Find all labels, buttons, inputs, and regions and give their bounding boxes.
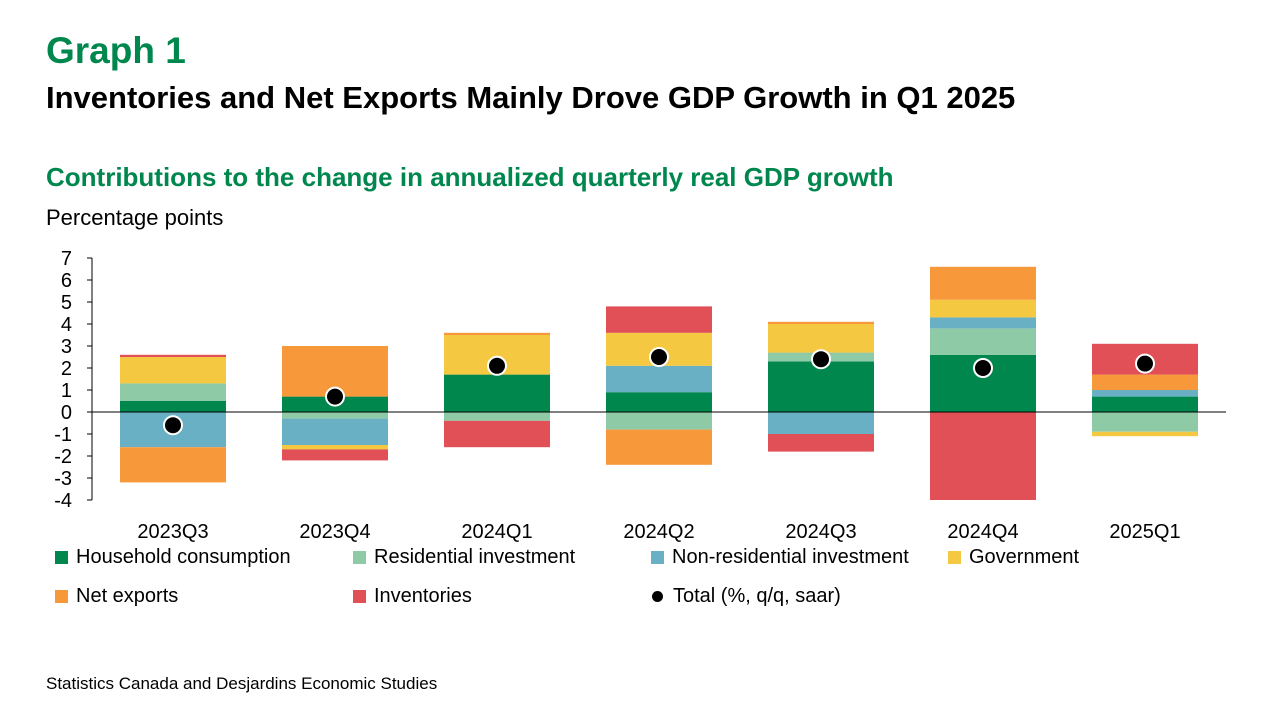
- page-title: Inventories and Net Exports Mainly Drove…: [46, 80, 1016, 115]
- legend-label: Inventories: [374, 585, 472, 607]
- x-tick-label: 2023Q3: [137, 521, 208, 543]
- bar-segment-residential-investment: [120, 383, 226, 401]
- y-tick-label: 1: [61, 380, 72, 402]
- legend-item-government: Government: [948, 546, 1079, 569]
- x-tick-label: 2024Q1: [461, 521, 532, 543]
- legend-swatch: [353, 551, 366, 564]
- graph-number: Graph 1: [46, 30, 186, 71]
- x-tick-label: 2024Q4: [947, 521, 1018, 543]
- legend-item-non-residential-investment: Non-residential investment: [651, 546, 909, 569]
- x-tick-label: 2024Q3: [785, 521, 856, 543]
- bar-segment-government: [282, 445, 388, 450]
- bar-segment-net-exports: [444, 332, 550, 335]
- total-dot: [649, 347, 669, 367]
- bar-segment-inventories: [768, 434, 874, 452]
- legend-label: Net exports: [76, 585, 179, 607]
- bar-segment-household-consumption: [1092, 396, 1198, 412]
- bar-segment-inventories: [606, 306, 712, 333]
- bar-segment-net-exports: [120, 447, 226, 483]
- legend-swatch: [948, 551, 961, 564]
- total-dot: [811, 349, 831, 370]
- legend-label: Non-residential investment: [672, 546, 909, 568]
- bar-segment-non-residential-investment: [930, 317, 1036, 329]
- bar-segment-non-residential-investment: [768, 412, 874, 434]
- legend-swatch: [55, 551, 68, 564]
- y-tick-label: 5: [61, 292, 72, 314]
- total-dot: [1135, 353, 1155, 374]
- legend-swatch: [353, 590, 366, 603]
- bar-segment-household-consumption: [606, 392, 712, 412]
- bar-segment-household-consumption: [120, 401, 226, 412]
- y-tick-label: -1: [54, 424, 72, 446]
- bar-segment-inventories: [282, 449, 388, 461]
- x-tick-label: 2025Q1: [1109, 521, 1180, 543]
- y-tick-label: 0: [61, 402, 72, 424]
- bar-segment-residential-investment: [606, 412, 712, 430]
- legend-label: Total (%, q/q, saar): [673, 585, 841, 607]
- bar-segment-residential-investment: [444, 412, 550, 421]
- bar-segment-net-exports: [1092, 374, 1198, 390]
- legend-item-inventories: Inventories: [353, 585, 472, 608]
- bar-segment-net-exports: [606, 429, 712, 465]
- y-tick-label: -3: [54, 468, 72, 490]
- bar-segment-household-consumption: [768, 361, 874, 412]
- y-tick-label: 2: [61, 358, 72, 380]
- bar-segment-inventories: [930, 412, 1036, 500]
- source-note: Statistics Canada and Desjardins Economi…: [46, 674, 438, 693]
- y-tick-label: 7: [61, 248, 72, 270]
- bar-segment-non-residential-investment: [1092, 390, 1198, 397]
- y-tick-label: -4: [54, 490, 72, 512]
- y-tick-label: 3: [61, 336, 72, 358]
- chart-title: Contributions to the change in annualize…: [46, 162, 894, 192]
- x-tick-label: 2023Q4: [299, 521, 370, 543]
- legend-item-household-consumption: Household consumption: [55, 546, 291, 569]
- legend-swatch: [651, 551, 664, 564]
- bar-segment-government: [1092, 431, 1198, 437]
- bar-segment-residential-investment: [282, 412, 388, 419]
- legend-item-net-exports: Net exports: [55, 585, 178, 608]
- y-tick-label: 6: [61, 270, 72, 292]
- bar-segment-residential-investment: [930, 328, 1036, 355]
- bar-segment-government: [930, 299, 1036, 318]
- total-dot: [973, 358, 993, 378]
- y-axis-label: Percentage points: [46, 205, 224, 230]
- legend-item-total: Total (%, q/q, saar): [651, 585, 841, 608]
- y-tick-label: 4: [61, 314, 72, 336]
- legend-label: Household consumption: [76, 546, 291, 568]
- total-dot: [163, 415, 183, 436]
- legend-label: Government: [969, 546, 1080, 568]
- legend-item-residential-investment: Residential investment: [353, 546, 575, 569]
- legend-label: Residential investment: [374, 546, 576, 568]
- total-dot: [487, 355, 507, 376]
- legend-dot-marker: [652, 591, 663, 602]
- y-tick-label: -2: [54, 446, 72, 468]
- bar-segment-inventories: [444, 420, 550, 448]
- bar-segment-net-exports: [930, 266, 1036, 300]
- bar-segment-household-consumption: [444, 374, 550, 412]
- bar-segment-non-residential-investment: [282, 418, 388, 445]
- legend-swatch: [55, 590, 68, 603]
- bar-segment-government: [768, 324, 874, 353]
- bar-segment-residential-investment: [1092, 412, 1198, 432]
- bar-segment-inventories: [120, 354, 226, 357]
- total-dot: [325, 386, 345, 407]
- bar-segment-non-residential-investment: [606, 365, 712, 393]
- x-tick-label: 2024Q2: [623, 521, 694, 543]
- bar-segment-government: [120, 357, 226, 384]
- bar-segment-net-exports: [768, 321, 874, 324]
